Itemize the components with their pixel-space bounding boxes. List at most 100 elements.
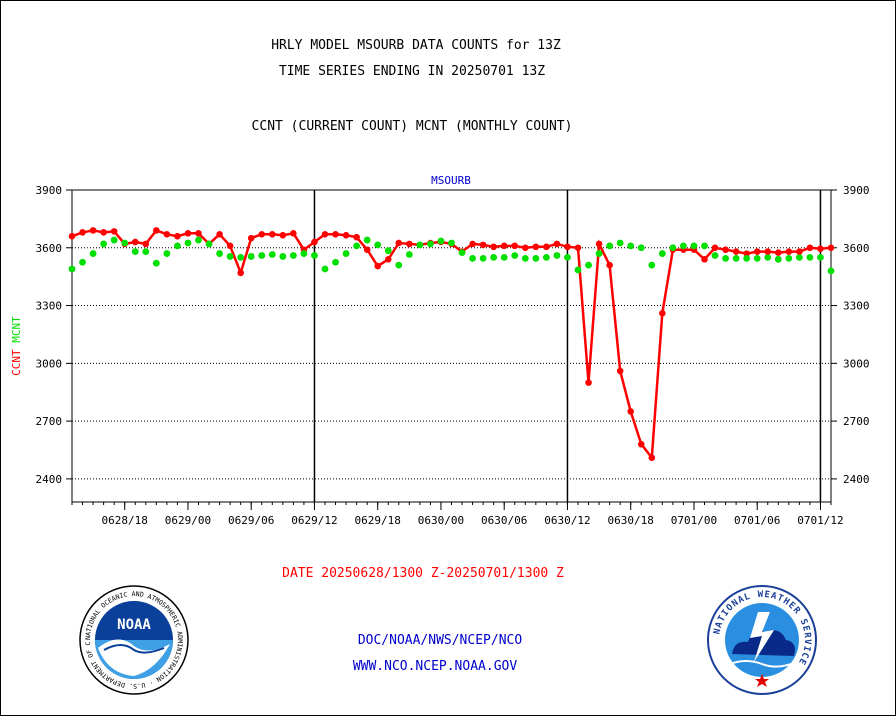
series-layer <box>68 227 835 462</box>
xtick-label-0701/00: 0701/00 <box>671 514 717 527</box>
point-mcnt <box>216 250 223 257</box>
point-ccnt <box>174 233 181 240</box>
point-ccnt <box>648 454 655 461</box>
ytick-label-right-2400: 2400 <box>843 473 870 486</box>
point-mcnt <box>606 242 614 250</box>
point-ccnt <box>342 232 350 239</box>
point-mcnt <box>616 239 624 247</box>
point-mcnt <box>332 258 339 266</box>
date-range-label: DATE 20250628/1300 Z-20250701/1300 Z <box>282 566 564 581</box>
point-mcnt <box>195 236 202 244</box>
point-ccnt <box>153 227 160 234</box>
point-mcnt <box>184 239 192 247</box>
point-mcnt <box>258 252 266 259</box>
chart-title-line1: HRLY MODEL MSOURB DATA COUNTS for 13Z <box>271 38 561 53</box>
point-mcnt <box>374 241 382 249</box>
noaa-logo-text: NOAA <box>117 617 151 633</box>
point-ccnt <box>142 240 149 248</box>
point-mcnt <box>174 242 181 250</box>
point-ccnt <box>827 244 835 251</box>
point-mcnt <box>321 265 329 273</box>
footer-link-doc[interactable]: DOC/NOAA/NWS/NCEP/NCO <box>357 633 523 648</box>
ytick-label-left-3600: 3600 <box>36 242 63 255</box>
point-ccnt <box>332 231 339 238</box>
xtick-label-0630/06: 0630/06 <box>481 514 527 527</box>
point-ccnt <box>532 243 540 251</box>
point-ccnt <box>585 379 592 386</box>
point-ccnt <box>701 256 708 263</box>
point-mcnt <box>711 252 719 259</box>
point-mcnt <box>795 254 803 261</box>
point-ccnt <box>68 233 76 240</box>
point-mcnt <box>110 236 118 244</box>
chart-subtitle: CCNT (CURRENT COUNT) MCNT (MONTHLY COUNT… <box>251 119 573 134</box>
point-ccnt <box>711 244 719 251</box>
xtick-label-0629/12: 0629/12 <box>291 514 337 527</box>
point-mcnt <box>68 265 76 273</box>
point-mcnt <box>416 241 424 249</box>
point-ccnt <box>226 242 234 250</box>
point-ccnt <box>321 231 329 238</box>
point-mcnt <box>363 236 371 244</box>
point-mcnt <box>226 253 234 260</box>
point-mcnt <box>395 261 403 269</box>
point-mcnt <box>774 255 782 263</box>
point-ccnt <box>279 232 287 239</box>
point-ccnt <box>363 246 371 253</box>
point-mcnt <box>279 253 287 260</box>
noaa-logo: NOAA NATIONAL OCEANIC AND ATMOSPHERIC AD… <box>78 584 189 695</box>
point-ccnt <box>595 240 603 248</box>
point-mcnt <box>532 254 540 262</box>
ytick-label-right-3300: 3300 <box>843 300 870 313</box>
y-axis-label: CCNT MCNT <box>10 316 23 376</box>
point-mcnt <box>121 239 129 247</box>
point-ccnt <box>817 245 824 252</box>
point-mcnt <box>342 250 350 257</box>
point-mcnt <box>437 237 445 245</box>
chart-title-line2: TIME SERIES ENDING IN 20250701 13Z <box>278 64 546 79</box>
point-mcnt <box>785 254 793 262</box>
point-mcnt <box>500 254 508 261</box>
point-mcnt <box>669 244 677 252</box>
nws-logo: NATIONAL WEATHER SERVICE <box>707 585 817 695</box>
point-mcnt <box>743 254 751 262</box>
ytick-label-left-3300: 3300 <box>36 300 63 313</box>
point-mcnt <box>163 250 171 257</box>
svg-text:CCNT MCNT: CCNT MCNT <box>10 316 23 376</box>
point-ccnt <box>290 230 297 237</box>
point-mcnt <box>648 261 656 269</box>
point-mcnt <box>732 254 740 262</box>
point-ccnt <box>374 262 381 270</box>
point-ccnt <box>785 248 793 255</box>
point-ccnt <box>469 240 476 248</box>
point-mcnt <box>100 240 108 248</box>
axis-layer: 2400 2400 2700 2700 3000 3000 3300 3300 3600 3600… <box>36 184 870 527</box>
point-ccnt <box>543 243 550 251</box>
point-ccnt <box>659 310 666 317</box>
xtick-label-0630/00: 0630/00 <box>418 514 464 527</box>
point-ccnt <box>479 241 487 249</box>
point-mcnt <box>205 240 213 248</box>
footer-link-nco[interactable]: WWW.NCO.NCEP.NOAA.GOV <box>352 659 518 674</box>
xtick-label-0629/06: 0629/06 <box>228 514 274 527</box>
point-ccnt <box>511 242 518 250</box>
point-mcnt <box>247 253 255 260</box>
point-ccnt <box>638 441 645 448</box>
point-ccnt <box>237 269 244 277</box>
point-ccnt <box>564 243 571 251</box>
point-ccnt <box>311 238 318 246</box>
point-ccnt <box>132 238 139 246</box>
point-mcnt <box>806 254 814 261</box>
point-mcnt <box>237 254 245 261</box>
point-ccnt <box>490 243 497 251</box>
ytick-label-left-3900: 3900 <box>36 184 63 197</box>
point-ccnt <box>110 228 118 235</box>
point-ccnt <box>353 233 360 241</box>
point-ccnt <box>269 231 276 238</box>
point-mcnt <box>458 249 466 256</box>
point-mcnt <box>658 250 666 257</box>
point-mcnt <box>384 247 392 255</box>
point-mcnt <box>353 242 361 250</box>
point-mcnt <box>469 254 476 262</box>
point-ccnt <box>764 248 771 255</box>
